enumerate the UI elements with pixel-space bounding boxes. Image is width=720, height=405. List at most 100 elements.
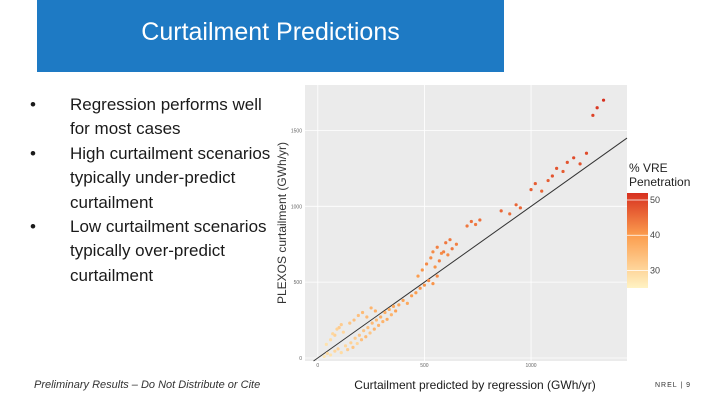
data-point — [349, 341, 353, 345]
data-point — [435, 245, 439, 249]
data-point — [335, 327, 339, 331]
data-point — [499, 209, 503, 213]
grid-lines — [305, 85, 627, 361]
bullet-text: Regression performs well for most cases — [70, 95, 262, 139]
data-point — [533, 181, 537, 186]
data-point — [416, 274, 420, 278]
data-point — [418, 286, 422, 290]
data-point — [448, 238, 452, 242]
data-point — [356, 313, 360, 318]
data-point — [420, 268, 424, 272]
data-point — [355, 341, 359, 346]
title-bar: Curtailment Predictions — [37, 0, 504, 72]
bullet-marker: • — [30, 143, 36, 163]
data-point — [357, 333, 361, 337]
data-point — [561, 169, 565, 174]
fit-line — [313, 137, 628, 362]
data-point — [348, 321, 352, 325]
legend-title: % VRE Penetration — [629, 161, 690, 189]
data-point — [514, 203, 518, 207]
data-point — [414, 291, 418, 295]
data-point — [446, 253, 450, 257]
data-point — [439, 251, 444, 255]
bullet-list: • Regression performs well for most cases… — [30, 93, 273, 288]
data-point — [518, 206, 522, 210]
data-point — [351, 345, 355, 349]
data-point — [360, 310, 365, 315]
data-point — [405, 301, 409, 305]
y-tick-label: 500 — [294, 280, 303, 286]
data-point — [322, 354, 326, 359]
page-footer: NREL | 9 — [655, 382, 692, 389]
bullet-item: • Regression performs well for most cases — [30, 93, 273, 142]
data-point — [584, 151, 589, 155]
data-point — [379, 315, 383, 319]
data-point — [333, 349, 337, 353]
data-point — [391, 304, 396, 309]
data-point — [364, 335, 368, 339]
data-point — [578, 162, 582, 166]
x-tick-label: 1000 — [525, 363, 536, 369]
data-point — [444, 241, 448, 245]
data-point — [410, 294, 414, 298]
data-point — [478, 218, 482, 222]
data-point — [339, 351, 343, 355]
data-point — [435, 274, 439, 278]
data-point — [473, 222, 478, 227]
data-point — [565, 160, 569, 164]
legend-colorbar — [627, 193, 648, 288]
data-point — [591, 113, 595, 117]
data-point — [387, 307, 391, 312]
data-point — [373, 309, 377, 313]
axis-ticks: 0 500 1000 0 500 1000 1500 — [291, 128, 537, 369]
data-points — [322, 98, 606, 359]
x-axis-label: Curtailment predicted by regression (GWh… — [354, 378, 595, 392]
bullet-text: Low curtailment scenarios typically over… — [70, 217, 267, 285]
y-tick-label: 0 — [299, 356, 302, 362]
data-point — [376, 323, 381, 327]
data-point — [429, 256, 433, 260]
data-point — [465, 224, 469, 228]
data-point — [324, 342, 328, 346]
legend-tick-label: 40 — [650, 230, 660, 240]
data-point — [328, 338, 333, 342]
data-point — [381, 319, 385, 324]
data-point — [529, 188, 533, 192]
data-point — [369, 306, 373, 310]
data-point — [352, 318, 356, 322]
x-tick-label: 0 — [316, 363, 319, 369]
data-point — [469, 219, 473, 224]
data-point — [331, 332, 335, 336]
data-point — [328, 353, 333, 357]
data-point — [572, 156, 576, 160]
data-point — [546, 178, 550, 183]
data-point — [424, 262, 429, 266]
data-point — [550, 174, 554, 178]
data-point — [336, 347, 340, 351]
data-point — [427, 279, 431, 283]
bullet-item: • High curtailment scenarios typically un… — [30, 142, 273, 215]
data-point — [343, 344, 348, 348]
data-point — [383, 310, 387, 315]
data-point — [359, 338, 364, 342]
y-tick-label: 1000 — [291, 204, 302, 210]
data-point — [389, 313, 393, 317]
data-point — [394, 309, 398, 313]
data-point — [339, 323, 343, 327]
data-point — [431, 282, 435, 286]
data-point — [422, 283, 427, 287]
data-point — [540, 189, 544, 193]
legend-ticks: 30 40 50 — [627, 195, 660, 275]
data-point — [341, 330, 345, 334]
data-point — [353, 336, 357, 340]
data-point — [397, 303, 401, 307]
y-axis-label: PLEXOS curtailment (GWh/yr) — [275, 142, 289, 304]
data-point — [437, 259, 441, 263]
data-point — [368, 331, 372, 335]
x-tick-label: 500 — [420, 363, 429, 369]
footer-note: Preliminary Results – Do Not Distribute … — [34, 379, 261, 391]
data-point — [366, 326, 370, 330]
data-point — [346, 348, 350, 352]
y-tick-label: 1500 — [291, 128, 302, 134]
